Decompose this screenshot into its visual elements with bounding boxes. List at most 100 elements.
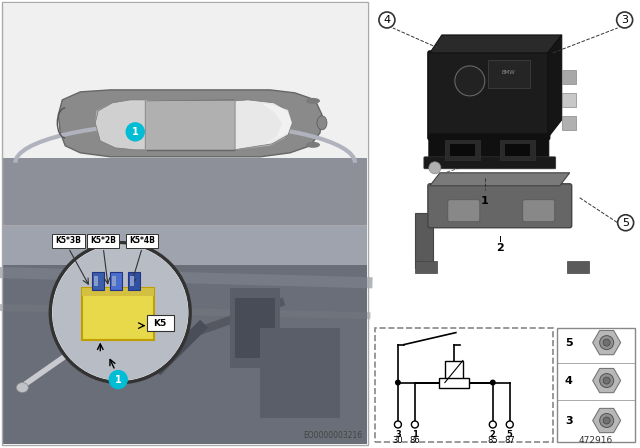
Text: 87: 87 xyxy=(504,436,515,445)
Text: 3: 3 xyxy=(565,415,573,426)
Bar xyxy=(562,93,576,107)
Circle shape xyxy=(600,414,614,427)
Text: 85: 85 xyxy=(488,436,498,445)
Bar xyxy=(92,271,104,290)
Text: K5*3B: K5*3B xyxy=(56,236,81,245)
Circle shape xyxy=(52,245,188,380)
Circle shape xyxy=(603,417,610,424)
Bar xyxy=(3,4,367,226)
FancyBboxPatch shape xyxy=(523,200,555,222)
FancyBboxPatch shape xyxy=(428,51,550,140)
FancyBboxPatch shape xyxy=(424,157,556,169)
Bar xyxy=(566,261,589,273)
Bar xyxy=(110,271,122,290)
Text: 1: 1 xyxy=(132,127,139,137)
Bar xyxy=(488,60,530,88)
Circle shape xyxy=(490,379,496,386)
Ellipse shape xyxy=(306,98,320,104)
Text: 472916: 472916 xyxy=(579,436,612,445)
Circle shape xyxy=(455,66,485,96)
Bar xyxy=(83,288,154,296)
Bar xyxy=(3,265,367,444)
Bar xyxy=(128,271,140,290)
Circle shape xyxy=(394,421,401,428)
Circle shape xyxy=(395,379,401,386)
Polygon shape xyxy=(430,173,570,186)
Bar xyxy=(450,144,475,156)
Bar xyxy=(94,276,99,286)
Text: EO0000003216: EO0000003216 xyxy=(303,431,362,440)
Bar xyxy=(230,288,280,367)
Text: 2: 2 xyxy=(496,243,504,253)
FancyBboxPatch shape xyxy=(448,200,480,222)
Text: 3: 3 xyxy=(621,15,628,25)
Bar xyxy=(3,225,367,226)
Bar xyxy=(415,261,437,273)
Text: 1: 1 xyxy=(115,375,122,384)
Circle shape xyxy=(109,370,127,388)
Text: 4: 4 xyxy=(564,375,573,386)
Bar xyxy=(557,327,635,443)
Circle shape xyxy=(618,215,634,231)
Bar xyxy=(375,327,553,443)
Bar xyxy=(83,288,154,340)
Bar xyxy=(3,226,367,444)
Circle shape xyxy=(600,336,614,349)
Bar xyxy=(500,140,535,160)
Circle shape xyxy=(490,421,496,428)
Bar xyxy=(260,327,340,418)
Text: 4: 4 xyxy=(383,15,390,25)
Circle shape xyxy=(600,374,614,388)
FancyBboxPatch shape xyxy=(429,134,548,161)
Circle shape xyxy=(603,377,610,384)
Bar xyxy=(445,361,463,383)
Ellipse shape xyxy=(317,116,327,130)
Text: 1: 1 xyxy=(412,431,418,439)
Bar xyxy=(562,70,576,84)
Text: K5*4B: K5*4B xyxy=(129,236,155,245)
Text: 2: 2 xyxy=(490,431,496,439)
Bar xyxy=(130,276,134,286)
Bar xyxy=(439,378,469,388)
Polygon shape xyxy=(58,90,322,157)
Text: 5: 5 xyxy=(565,338,573,348)
Circle shape xyxy=(412,421,419,428)
Text: BMW: BMW xyxy=(502,70,516,75)
Polygon shape xyxy=(430,35,562,53)
Circle shape xyxy=(126,123,144,141)
Bar xyxy=(505,144,530,156)
Polygon shape xyxy=(548,35,562,138)
Text: 5: 5 xyxy=(622,218,629,228)
Ellipse shape xyxy=(17,383,28,392)
Polygon shape xyxy=(593,331,621,355)
Ellipse shape xyxy=(306,142,320,148)
Text: 30: 30 xyxy=(392,436,403,445)
Text: K5: K5 xyxy=(154,319,167,327)
FancyBboxPatch shape xyxy=(52,234,84,248)
Polygon shape xyxy=(95,100,290,150)
Text: 1: 1 xyxy=(481,196,489,206)
FancyBboxPatch shape xyxy=(147,315,173,331)
Text: 86: 86 xyxy=(410,436,420,445)
Bar xyxy=(3,2,368,445)
Polygon shape xyxy=(235,100,292,150)
Bar xyxy=(235,297,275,358)
Circle shape xyxy=(379,12,395,28)
Bar xyxy=(445,140,480,160)
Circle shape xyxy=(506,421,513,428)
Bar xyxy=(112,276,116,286)
Bar xyxy=(415,213,433,268)
Polygon shape xyxy=(593,409,621,433)
Polygon shape xyxy=(593,368,621,392)
Polygon shape xyxy=(3,158,367,226)
Circle shape xyxy=(51,243,190,383)
Circle shape xyxy=(603,339,610,346)
FancyBboxPatch shape xyxy=(87,234,120,248)
Text: 5: 5 xyxy=(507,431,513,439)
Circle shape xyxy=(429,162,441,174)
FancyBboxPatch shape xyxy=(126,234,159,248)
Circle shape xyxy=(617,12,632,28)
Polygon shape xyxy=(262,104,292,146)
Polygon shape xyxy=(95,100,145,150)
Text: 3: 3 xyxy=(395,431,401,439)
